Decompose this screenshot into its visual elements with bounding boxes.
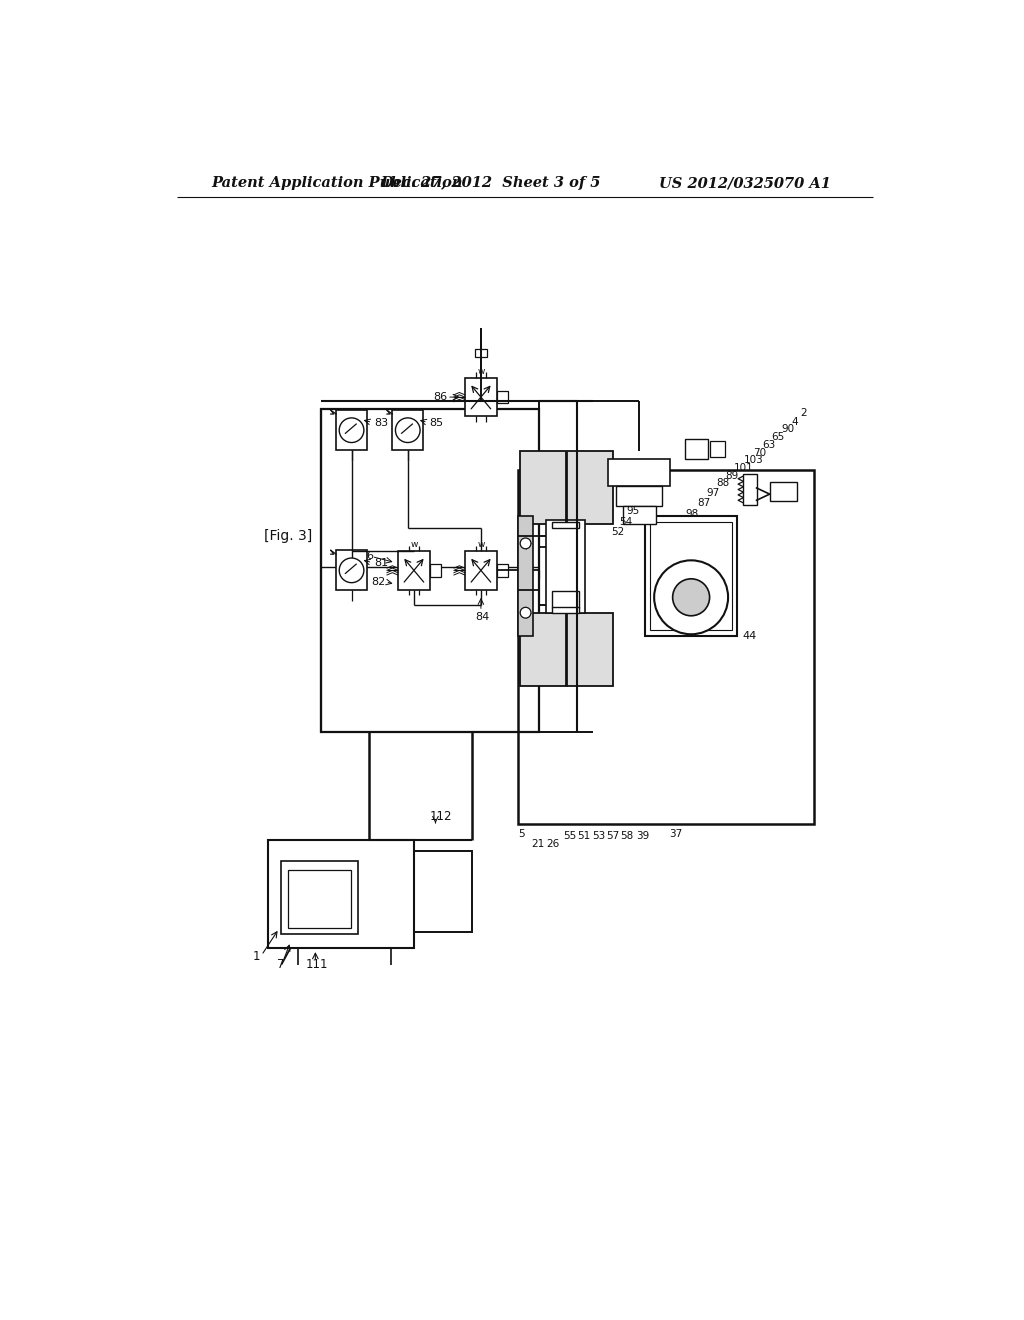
Text: 65: 65 [771, 432, 784, 442]
Text: 95: 95 [627, 506, 640, 516]
Text: w: w [477, 540, 484, 549]
Bar [608, 459, 670, 486]
Bar [552, 591, 580, 609]
Bar [624, 507, 655, 524]
Bar [497, 391, 508, 404]
Text: 26: 26 [547, 838, 559, 849]
Bar [552, 607, 580, 612]
Bar [518, 470, 814, 825]
Text: Patent Application Publication: Patent Application Publication [211, 176, 463, 190]
Circle shape [520, 539, 531, 549]
Text: 84: 84 [475, 611, 489, 622]
Text: 6: 6 [367, 552, 373, 561]
Circle shape [654, 561, 728, 635]
Text: 112: 112 [429, 810, 452, 824]
Text: 53: 53 [593, 832, 606, 841]
Text: 83: 83 [374, 417, 388, 428]
Text: 7: 7 [276, 958, 285, 972]
Bar [288, 870, 351, 928]
Bar [267, 840, 414, 948]
Text: 57: 57 [606, 832, 620, 841]
Bar [392, 411, 423, 450]
Text: 87: 87 [697, 499, 711, 508]
Text: 81: 81 [374, 557, 388, 568]
Text: 90: 90 [781, 425, 795, 434]
Circle shape [339, 558, 364, 582]
Text: 85: 85 [429, 417, 443, 428]
Bar [547, 520, 585, 612]
Text: 5: 5 [518, 829, 524, 838]
Text: 21: 21 [531, 838, 544, 849]
Bar [742, 474, 757, 506]
Text: 89: 89 [725, 471, 738, 480]
Bar [645, 516, 737, 636]
Circle shape [520, 607, 531, 618]
Text: w: w [477, 367, 484, 376]
Text: 103: 103 [743, 455, 763, 465]
Text: US 2012/0325070 A1: US 2012/0325070 A1 [659, 176, 831, 190]
Text: 88: 88 [716, 478, 729, 488]
Bar [336, 550, 367, 590]
Bar [475, 350, 487, 358]
Text: 111: 111 [306, 958, 329, 972]
Text: 39: 39 [636, 832, 649, 841]
Bar [710, 441, 725, 457]
Text: 44: 44 [742, 631, 757, 640]
Text: 58: 58 [621, 832, 634, 841]
Bar [430, 564, 441, 577]
Text: 52: 52 [611, 527, 625, 537]
Text: 55: 55 [563, 832, 577, 841]
Bar [321, 409, 539, 733]
Bar [552, 521, 580, 528]
Circle shape [673, 579, 710, 616]
Bar [282, 861, 358, 933]
Text: 82: 82 [372, 577, 386, 587]
Text: 97: 97 [707, 488, 720, 499]
Bar [397, 552, 430, 590]
Bar [497, 564, 508, 577]
Text: 101: 101 [734, 463, 754, 473]
Text: Dec. 27, 2012  Sheet 3 of 5: Dec. 27, 2012 Sheet 3 of 5 [381, 176, 601, 190]
Bar [518, 516, 534, 636]
Circle shape [339, 418, 364, 442]
Text: 4: 4 [792, 417, 798, 426]
Bar [465, 552, 497, 590]
Bar [650, 521, 732, 631]
Bar [520, 612, 612, 686]
Bar [336, 411, 367, 450]
Text: 51: 51 [578, 832, 591, 841]
Bar [520, 451, 612, 524]
Text: [Fig. 3]: [Fig. 3] [264, 529, 312, 543]
Bar [615, 486, 662, 507]
Bar [414, 851, 472, 932]
Text: 54: 54 [618, 517, 632, 527]
Text: 86: 86 [433, 392, 447, 403]
Text: 70: 70 [753, 447, 766, 458]
Text: 63: 63 [762, 440, 775, 450]
Text: 2: 2 [801, 408, 807, 417]
Bar [770, 482, 797, 502]
Circle shape [395, 418, 420, 442]
Text: 1: 1 [252, 950, 260, 964]
Text: 98: 98 [685, 510, 698, 519]
Bar [465, 378, 497, 416]
Text: w: w [411, 540, 418, 549]
Bar [685, 440, 708, 459]
Text: 37: 37 [670, 829, 683, 838]
